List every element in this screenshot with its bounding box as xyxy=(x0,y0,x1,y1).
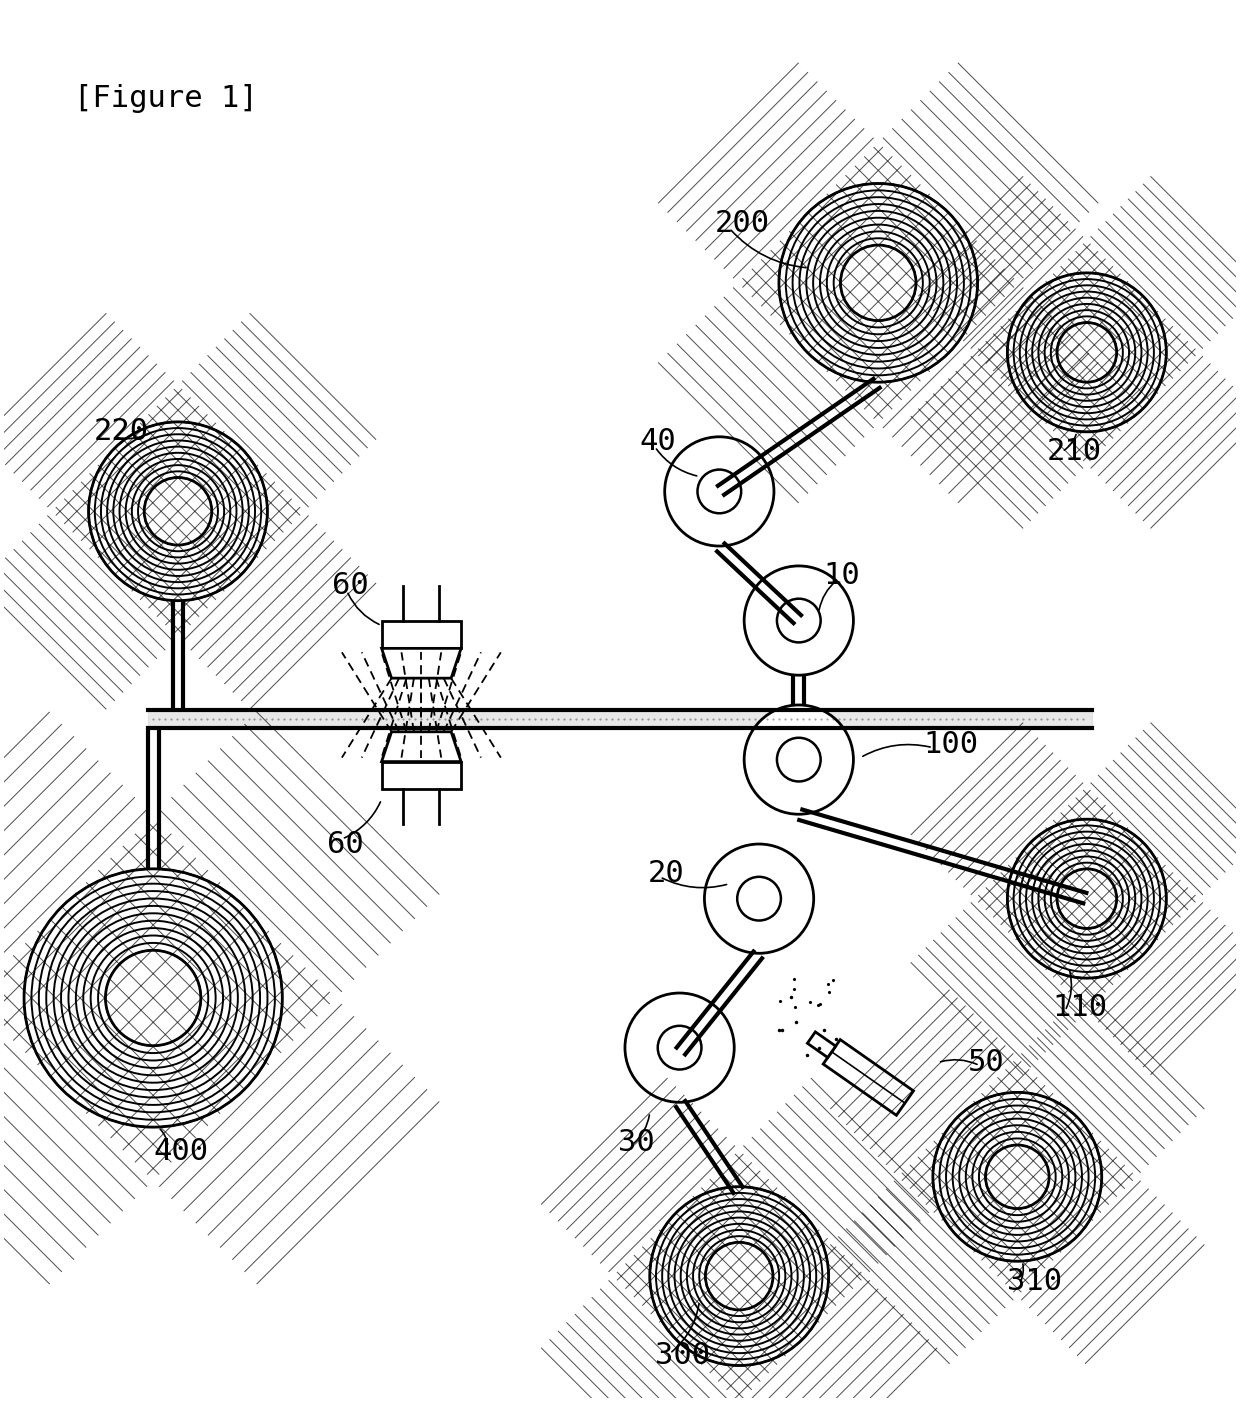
Polygon shape xyxy=(823,1040,914,1115)
Circle shape xyxy=(704,845,813,953)
Circle shape xyxy=(1056,323,1117,382)
Text: 220: 220 xyxy=(93,417,149,446)
Circle shape xyxy=(625,993,734,1103)
Text: 10: 10 xyxy=(823,561,861,591)
Circle shape xyxy=(1056,868,1117,929)
Polygon shape xyxy=(807,1031,836,1058)
Text: 110: 110 xyxy=(1052,993,1107,1023)
Text: 200: 200 xyxy=(714,209,770,237)
FancyBboxPatch shape xyxy=(382,620,461,648)
Circle shape xyxy=(841,246,916,320)
Circle shape xyxy=(706,1242,773,1310)
Circle shape xyxy=(744,565,853,675)
FancyBboxPatch shape xyxy=(382,762,461,790)
Circle shape xyxy=(777,738,821,781)
Text: 60: 60 xyxy=(332,571,368,600)
Text: 50: 50 xyxy=(967,1048,1004,1078)
Circle shape xyxy=(697,470,742,513)
Circle shape xyxy=(986,1145,1049,1208)
Text: 300: 300 xyxy=(655,1341,709,1371)
Circle shape xyxy=(105,950,201,1045)
Circle shape xyxy=(144,477,212,544)
Text: 310: 310 xyxy=(1007,1267,1063,1295)
Circle shape xyxy=(657,1026,702,1069)
Polygon shape xyxy=(382,648,461,678)
Text: 210: 210 xyxy=(1047,438,1102,466)
Text: 40: 40 xyxy=(640,428,677,456)
Polygon shape xyxy=(382,732,461,762)
Circle shape xyxy=(777,599,821,643)
Circle shape xyxy=(665,436,774,546)
Text: 100: 100 xyxy=(923,730,978,759)
Text: 30: 30 xyxy=(618,1128,655,1156)
Text: 60: 60 xyxy=(327,829,363,859)
Text: 20: 20 xyxy=(647,859,684,888)
Circle shape xyxy=(744,704,853,814)
Text: 400: 400 xyxy=(154,1138,208,1166)
Text: [Figure 1]: [Figure 1] xyxy=(73,84,258,114)
Circle shape xyxy=(738,877,781,920)
